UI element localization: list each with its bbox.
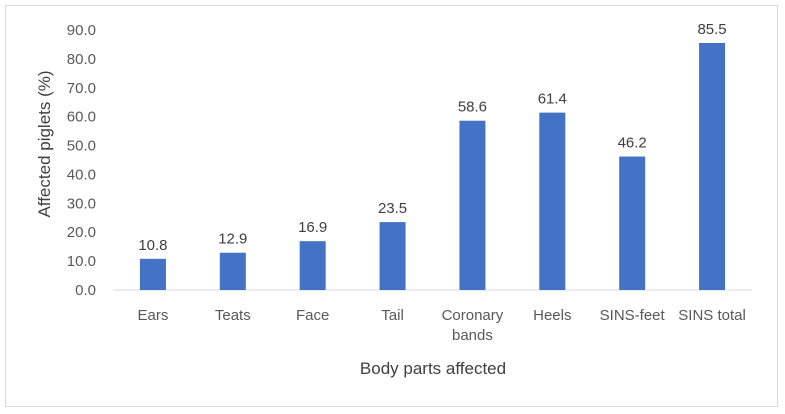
data-label: 46.2 [618,135,647,152]
bar [619,156,646,290]
y-tick-label: 10.0 [67,253,96,270]
y-tick-label: 50.0 [67,138,96,155]
bar [539,112,566,290]
data-labels: 10.8 12.9 16.9 23.5 58.6 61.4 46.2 85.5 [138,21,726,254]
x-tick-label: Heels [533,307,571,324]
x-tick-label: Tail [381,307,404,324]
x-axis-ticks: Ears Teats Face Tail Coronary bands Heels SINS-… [138,307,746,344]
x-axis-title: Body parts affected [360,359,506,378]
bar [699,43,726,290]
y-axis-ticks: 0.0 10.0 20.0 30.0 40.0 50.0 60.0 70.0 80.0 90.0 [67,22,96,299]
data-label: 61.4 [538,91,567,108]
data-label: 16.9 [298,219,327,236]
bar [219,252,246,290]
data-label: 23.5 [378,200,407,217]
x-tick-label: SINS total [678,307,746,324]
x-tick-label: Ears [138,307,169,324]
y-axis-title: Affected piglets (%) [35,70,54,217]
x-tick-label: Face [296,307,329,324]
bar [379,222,406,290]
y-tick-label: 80.0 [67,51,96,68]
y-tick-label: 90.0 [67,22,96,39]
data-label: 85.5 [697,21,726,38]
bar [459,120,486,290]
bar [139,258,166,290]
bar [299,241,326,290]
data-label: 58.6 [458,99,487,116]
y-tick-label: 0.0 [75,282,96,299]
x-tick-label: Teats [215,307,251,324]
y-tick-label: 30.0 [67,195,96,212]
data-label: 12.9 [218,231,247,248]
x-tick-label: SINS-feet [600,307,666,324]
x-tick-label: Coronary bands [442,307,504,344]
chart-frame [5,5,778,407]
y-tick-label: 40.0 [67,166,96,183]
y-tick-label: 20.0 [67,224,96,241]
y-tick-label: 70.0 [67,80,96,97]
y-tick-label: 60.0 [67,109,96,126]
bars [139,43,726,290]
data-label: 10.8 [138,237,167,254]
